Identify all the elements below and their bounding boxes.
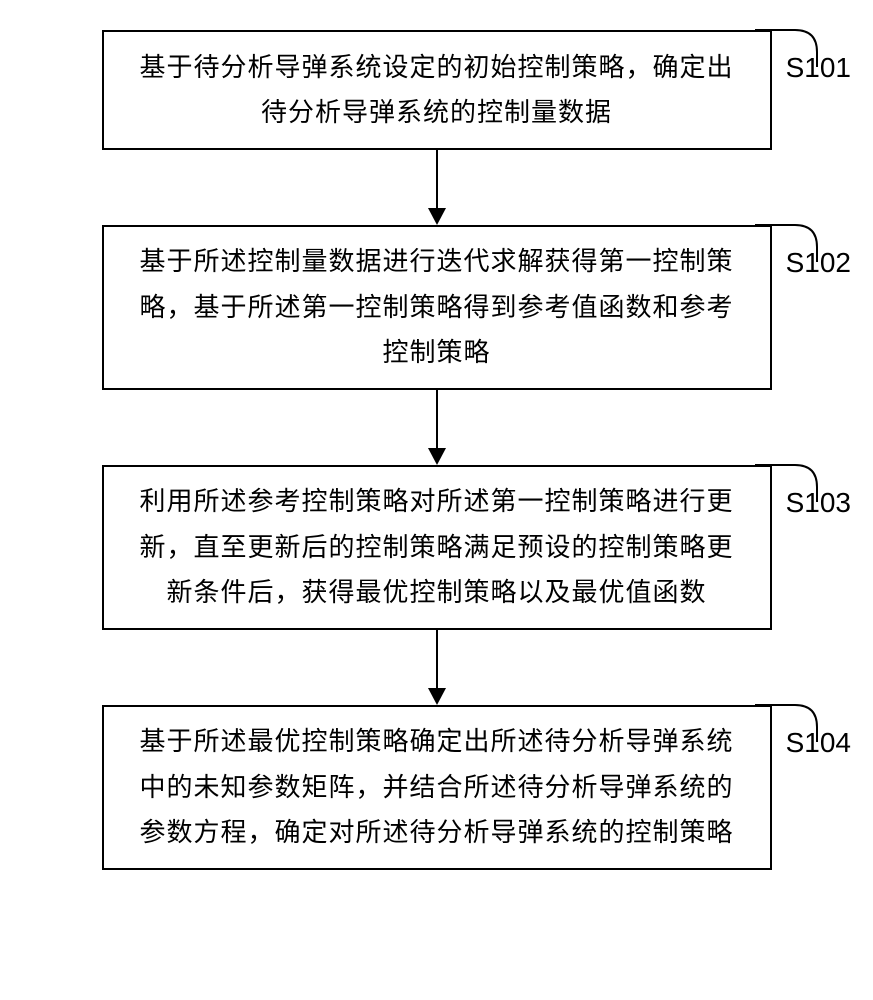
step-container-2: 基于所述控制量数据进行迭代求解获得第一控制策略，基于所述第一控制策略得到参考值函… <box>0 225 873 390</box>
step-box-3: 利用所述参考控制策略对所述第一控制策略进行更新，直至更新后的控制策略满足预设的控… <box>102 465 772 630</box>
step-container-4: 基于所述最优控制策略确定出所述待分析导弹系统中的未知参数矩阵，并结合所述待分析导… <box>0 705 873 870</box>
step-box-1: 基于待分析导弹系统设定的初始控制策略，确定出待分析导弹系统的控制量数据 <box>102 30 772 150</box>
arrow-1 <box>0 150 873 225</box>
step-text-4: 基于所述最优控制策略确定出所述待分析导弹系统中的未知参数矩阵，并结合所述待分析导… <box>134 719 740 856</box>
step-label-1: S101 <box>786 52 851 84</box>
step-box-2: 基于所述控制量数据进行迭代求解获得第一控制策略，基于所述第一控制策略得到参考值函… <box>102 225 772 390</box>
step-text-3: 利用所述参考控制策略对所述第一控制策略进行更新，直至更新后的控制策略满足预设的控… <box>134 479 740 616</box>
step-text-1: 基于待分析导弹系统设定的初始控制策略，确定出待分析导弹系统的控制量数据 <box>134 45 740 136</box>
step-label-4: S104 <box>786 727 851 759</box>
flowchart-container: 基于待分析导弹系统设定的初始控制策略，确定出待分析导弹系统的控制量数据 S101… <box>0 0 873 1000</box>
step-text-2: 基于所述控制量数据进行迭代求解获得第一控制策略，基于所述第一控制策略得到参考值函… <box>134 239 740 376</box>
step-label-3: S103 <box>786 487 851 519</box>
step-box-4: 基于所述最优控制策略确定出所述待分析导弹系统中的未知参数矩阵，并结合所述待分析导… <box>102 705 772 870</box>
step-container-1: 基于待分析导弹系统设定的初始控制策略，确定出待分析导弹系统的控制量数据 S101 <box>0 30 873 150</box>
step-label-2: S102 <box>786 247 851 279</box>
step-container-3: 利用所述参考控制策略对所述第一控制策略进行更新，直至更新后的控制策略满足预设的控… <box>0 465 873 630</box>
arrow-2 <box>0 390 873 465</box>
arrow-3 <box>0 630 873 705</box>
